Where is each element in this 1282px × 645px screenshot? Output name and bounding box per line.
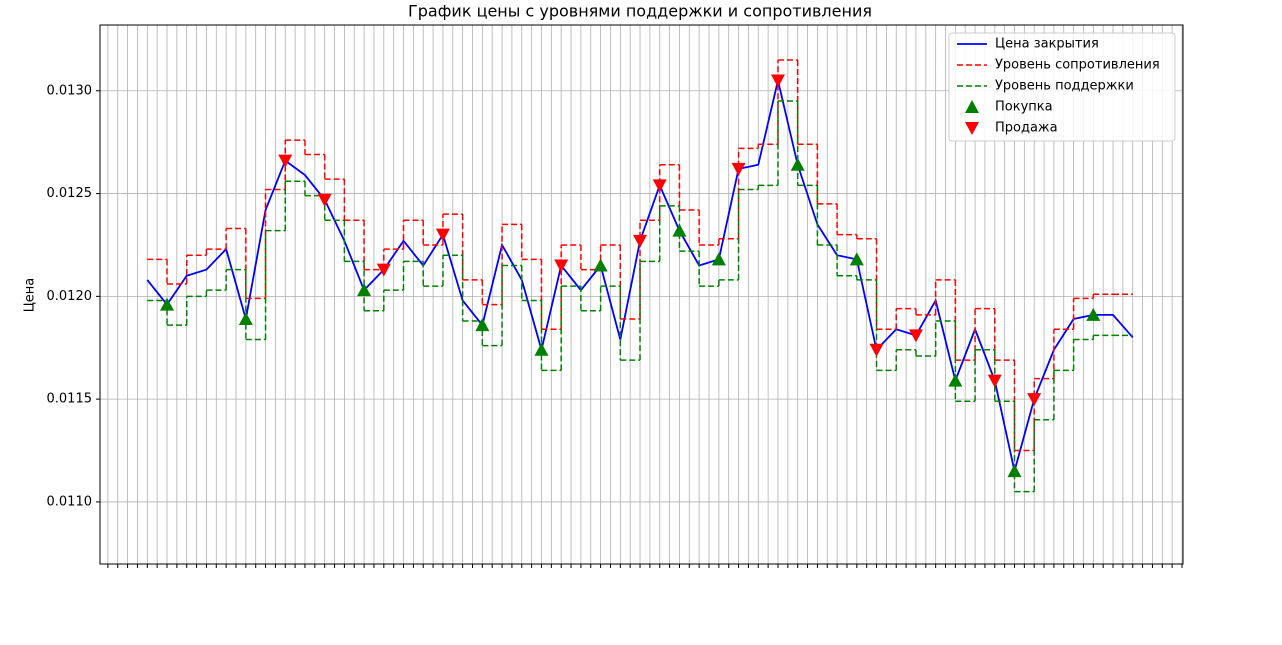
sell-marker: [770, 74, 785, 88]
legend-label: Цена закрытия: [995, 37, 1099, 52]
chart-title: График цены с уровнями поддержки и сопро…: [408, 2, 872, 21]
sell-marker: [435, 228, 450, 242]
buy-marker: [672, 223, 687, 237]
y-axis-label: Цена: [23, 278, 38, 313]
legend-box: [948, 32, 1176, 142]
buy-marker: [1007, 464, 1022, 478]
buy-marker: [1086, 307, 1101, 321]
y-tick-label: 0.0130: [47, 83, 93, 98]
legend-label: Уровень сопротивления: [995, 58, 1160, 73]
legend-label: Уровень поддержки: [995, 79, 1134, 94]
buy-marker: [534, 342, 549, 356]
buy-marker: [357, 283, 372, 297]
buy-marker: [593, 258, 608, 272]
buy-marker: [849, 252, 864, 266]
sell-marker: [869, 343, 884, 357]
sell-marker: [376, 263, 391, 277]
sell-marker: [317, 193, 332, 207]
legend-label: Продажа: [995, 121, 1058, 136]
sell-marker: [652, 179, 667, 193]
sell-marker: [1027, 393, 1042, 407]
legend-label: Покупка: [995, 100, 1053, 115]
sell-marker: [278, 154, 293, 168]
y-tick-label: 0.0115: [47, 392, 93, 407]
buy-marker: [160, 297, 175, 311]
sell-marker: [633, 234, 648, 248]
buy-marker: [711, 252, 726, 266]
y-tick-label: 0.0110: [47, 494, 93, 509]
buy-marker: [238, 311, 253, 325]
buy-marker: [948, 373, 963, 387]
buy-marker: [790, 157, 805, 171]
sell-marker: [554, 259, 569, 273]
y-tick-label: 0.0125: [47, 186, 93, 201]
sell-marker: [987, 374, 1002, 388]
buy-marker: [475, 318, 490, 332]
sell-marker: [731, 162, 746, 176]
y-tick-label: 0.0120: [47, 289, 93, 304]
legend-swatch: [965, 100, 979, 113]
sell-marker: [908, 329, 923, 343]
plot-frame: [99, 24, 1184, 565]
legend-swatch: [965, 122, 979, 135]
